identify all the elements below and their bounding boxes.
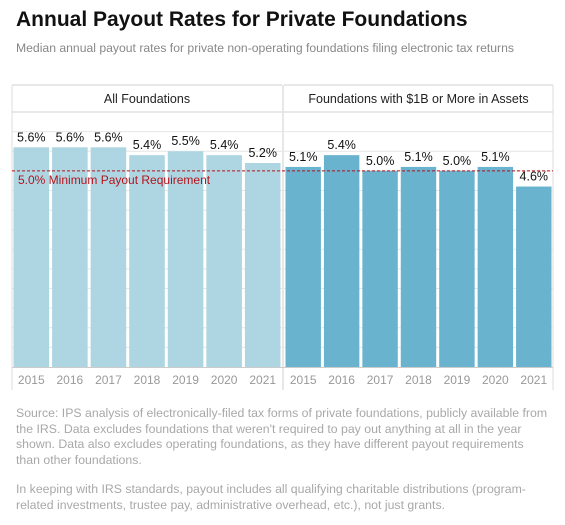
bar (129, 155, 165, 367)
bar-value-label: 5.4% (133, 138, 162, 152)
panel-header-label: Foundations with $1B or More in Assets (308, 92, 528, 106)
chart-title: Annual Payout Rates for Private Foundati… (16, 8, 468, 31)
bar-value-label: 5.0% (366, 154, 395, 168)
panel-header-label: All Foundations (104, 92, 190, 106)
bar-value-label: 5.6% (56, 130, 85, 144)
bar (206, 155, 242, 367)
bar (362, 170, 398, 367)
bar (167, 151, 204, 367)
x-tick-label: 2015 (18, 373, 45, 387)
bar-value-label: 5.0% (443, 154, 472, 168)
bar-value-label: 5.6% (94, 130, 123, 144)
bar (400, 166, 437, 367)
x-tick-label: 2019 (444, 373, 471, 387)
bar (90, 147, 127, 367)
bar (13, 147, 50, 367)
x-tick-label: 2021 (520, 373, 547, 387)
bar (285, 166, 321, 367)
bar-chart: All Foundations Foundations with $1B or M… (11, 84, 554, 390)
chart-subtitle: Median annual payout rates for private n… (16, 41, 514, 55)
bar-value-label: 5.1% (289, 150, 318, 164)
payout-definition-note: In keeping with IRS standards, payout in… (16, 482, 526, 512)
bar-value-label: 5.1% (404, 150, 433, 164)
x-tick-label: 2016 (328, 373, 355, 387)
bar-value-label: 5.6% (17, 130, 46, 144)
bar-value-label: 5.1% (481, 150, 510, 164)
x-tick-label: 2015 (290, 373, 317, 387)
x-tick-label: 2017 (95, 373, 122, 387)
bar (477, 166, 514, 367)
bar (516, 186, 552, 367)
x-tick-label: 2019 (172, 373, 199, 387)
x-tick-label: 2017 (367, 373, 394, 387)
bar-value-label: 4.6% (520, 170, 549, 184)
bar (439, 170, 475, 367)
bar (52, 147, 88, 367)
source-note: Source: IPS analysis of electronically-f… (16, 406, 548, 467)
bar-value-label: 5.2% (248, 146, 277, 160)
x-tick-label: 2021 (249, 373, 276, 387)
x-tick-label: 2018 (134, 373, 161, 387)
bar-value-label: 5.4% (327, 138, 356, 152)
bar (244, 163, 281, 367)
x-tick-label: 2020 (211, 373, 238, 387)
bar-value-label: 5.4% (210, 138, 239, 152)
reference-line-label: 5.0% Minimum Payout Requirement (18, 173, 211, 187)
bar-value-label: 5.5% (171, 134, 200, 148)
x-tick-label: 2020 (482, 373, 509, 387)
x-tick-label: 2018 (405, 373, 432, 387)
x-tick-label: 2016 (57, 373, 84, 387)
bar (323, 155, 360, 367)
